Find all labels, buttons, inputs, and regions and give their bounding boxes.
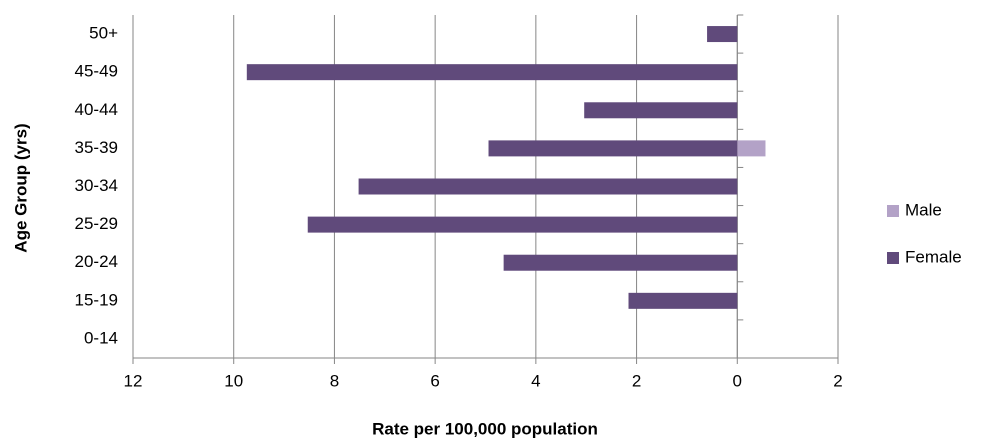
bar bbox=[488, 140, 738, 157]
x-axis-title: Rate per 100,000 population bbox=[372, 419, 598, 438]
legend-label: Male bbox=[905, 200, 942, 219]
y-tick-label: 15-19 bbox=[75, 290, 118, 309]
y-tick-label: 30-34 bbox=[75, 176, 118, 195]
bar bbox=[737, 140, 766, 157]
y-tick-label: 25-29 bbox=[75, 214, 118, 233]
y-tick-label: 35-39 bbox=[75, 138, 118, 157]
x-tick-label: 0 bbox=[733, 371, 742, 390]
x-tick-label: 6 bbox=[430, 371, 439, 390]
x-tick-label: 2 bbox=[833, 371, 842, 390]
x-tick-label: 10 bbox=[224, 371, 243, 390]
bar bbox=[707, 26, 738, 43]
y-tick-label: 45-49 bbox=[75, 62, 118, 81]
x-tick-label: 4 bbox=[531, 371, 540, 390]
y-tick-label: 50+ bbox=[89, 24, 118, 43]
y-tick-label: 0-14 bbox=[84, 328, 118, 347]
bar bbox=[307, 216, 738, 233]
x-tick-label: 2 bbox=[632, 371, 641, 390]
bar bbox=[503, 254, 738, 271]
legend-swatch bbox=[887, 205, 899, 217]
bar bbox=[628, 292, 738, 309]
x-tick-label: 8 bbox=[330, 371, 339, 390]
legend-swatch bbox=[887, 252, 899, 264]
bar bbox=[584, 102, 738, 119]
bar bbox=[358, 178, 738, 195]
x-tick-label: 12 bbox=[124, 371, 143, 390]
y-tick-label: 20-24 bbox=[75, 252, 118, 271]
y-tick-label: 40-44 bbox=[75, 100, 118, 119]
bar bbox=[246, 64, 738, 81]
y-axis-title: Age Group (yrs) bbox=[11, 123, 30, 252]
legend-label: Female bbox=[905, 247, 962, 266]
